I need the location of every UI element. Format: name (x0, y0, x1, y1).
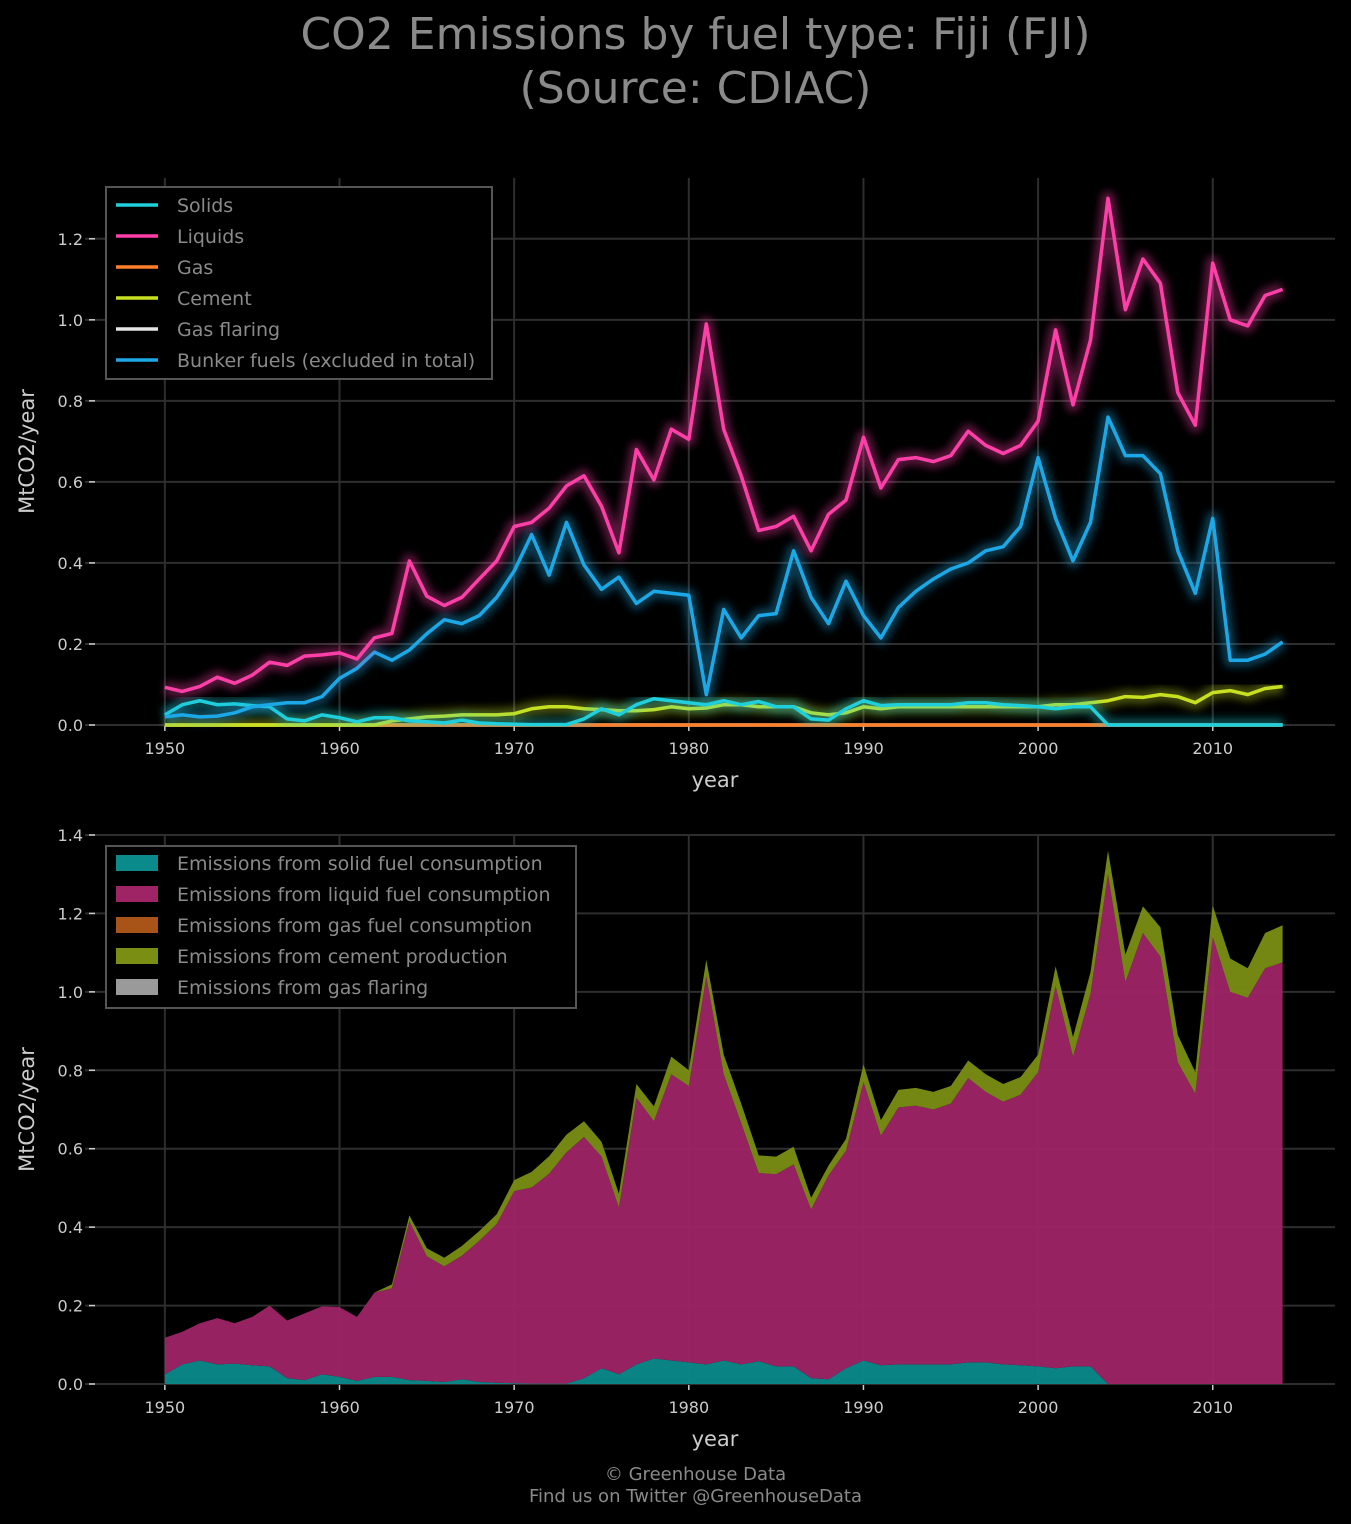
line-chart-ytick-0.2: 0.2 (58, 635, 83, 654)
legend-swatch-area_cement (116, 948, 158, 964)
line-chart-xtick-1980: 1980 (668, 739, 709, 758)
area-chart-ylabel: MtCO2/year (15, 1047, 39, 1172)
line-chart-ytick-1.2: 1.2 (58, 230, 83, 249)
series-line-liquids (164, 196, 1284, 694)
legend-label-gas: Gas (177, 257, 213, 279)
line-chart: 1950 1960 1970 1980 1990 2000 2010 0.0 0.2 0.4 0.6… (15, 178, 1335, 792)
line-chart-ylabel: MtCO2/year (15, 389, 39, 514)
area-chart-legend-frame (105, 845, 577, 1009)
area-area_liquid (164, 874, 1283, 1384)
legend-label-area_cement: Emissions from cement production (177, 946, 508, 968)
series-line-bunker (164, 415, 1284, 719)
legend-label-area_solid: Emissions from solid fuel consumption (177, 853, 543, 875)
area-chart-xlabel: year (692, 1427, 739, 1451)
area-chart-xtick-1970: 1970 (494, 1398, 535, 1417)
area-chart-xtick-1980: 1980 (668, 1398, 709, 1417)
footer-twitter: Find us on Twitter @GreenhouseData (528, 1486, 863, 1507)
area-chart-ytick-1.0: 1.0 (58, 983, 83, 1002)
line-chart-xtick-2000: 2000 (1018, 739, 1059, 758)
legend-label-gas_flaring: Gas flaring (177, 319, 280, 341)
line-chart-ytick-0.6: 0.6 (58, 473, 83, 492)
area-chart-ytick-0.2: 0.2 (58, 1297, 83, 1316)
footer: © Greenhouse Data Find us on Twitter @Gr… (0, 1464, 1351, 1508)
legend-swatch-area_solid (116, 855, 158, 871)
stacked-area-chart: 1950 1960 1970 1980 1990 2000 2010 0.0 0.2 0.4 0.6… (15, 826, 1335, 1451)
area-chart-xtick-2000: 2000 (1018, 1398, 1059, 1417)
legend-swatch-area_gas (116, 917, 158, 933)
line-chart-xlabel: year (692, 768, 739, 792)
area-chart-ytick-0.8: 0.8 (58, 1061, 83, 1080)
legend-label-cement: Cement (177, 288, 252, 310)
line-chart-xtick-1960: 1960 (319, 739, 360, 758)
legend-label-area_liquid: Emissions from liquid fuel consumption (177, 884, 551, 906)
legend-label-area_flaring: Emissions from gas flaring (177, 977, 428, 999)
line-chart-xtick-1990: 1990 (843, 739, 884, 758)
area-chart-ytick-1.4: 1.4 (58, 826, 83, 845)
legend-swatch-area_liquid (116, 886, 158, 902)
series-glow-bunker (164, 410, 1287, 724)
area-chart-ytick-0.0: 0.0 (58, 1375, 83, 1394)
legend-swatch-area_flaring (116, 979, 158, 995)
area-chart-xtick-1990: 1990 (843, 1398, 884, 1417)
area-area_solid (164, 1358, 1283, 1384)
area-chart-legend: Emissions from solid fuel consumption Emi… (105, 845, 577, 1009)
line-chart-ytick-1.0: 1.0 (58, 311, 83, 330)
line-chart-xtick-1950: 1950 (144, 739, 185, 758)
line-chart-legend: Solids Liquids Gas Cement Gas flaring Bunker … (105, 186, 493, 380)
line-chart-ytick-0.0: 0.0 (58, 716, 83, 735)
area-chart-xtick-1960: 1960 (319, 1398, 360, 1417)
legend-label-liquids: Liquids (177, 226, 244, 248)
page-title: CO2 Emissions by fuel type: Fiji (FJI) (… (300, 9, 1091, 114)
series-line-solids (164, 696, 1283, 727)
line-chart-xtick-1970: 1970 (494, 739, 535, 758)
legend-label-area_gas: Emissions from gas fuel consumption (177, 915, 532, 937)
footer-copyright: © Greenhouse Data (604, 1464, 787, 1485)
line-chart-ytick-0.8: 0.8 (58, 392, 83, 411)
legend-label-solids: Solids (177, 195, 233, 217)
area-chart-ytick-0.4: 0.4 (58, 1218, 83, 1237)
legend-label-bunker: Bunker fuels (excluded in total) (177, 350, 475, 372)
line-chart-xtick-2010: 2010 (1192, 739, 1233, 758)
area-chart-ytick-1.2: 1.2 (58, 904, 83, 923)
area-chart-ytick-0.6: 0.6 (58, 1140, 83, 1159)
line-chart-legend-frame (105, 186, 493, 380)
line-chart-ytick-0.4: 0.4 (58, 554, 83, 573)
area-chart-xtick-2010: 2010 (1192, 1398, 1233, 1417)
area-chart-xtick-1950: 1950 (144, 1398, 185, 1417)
